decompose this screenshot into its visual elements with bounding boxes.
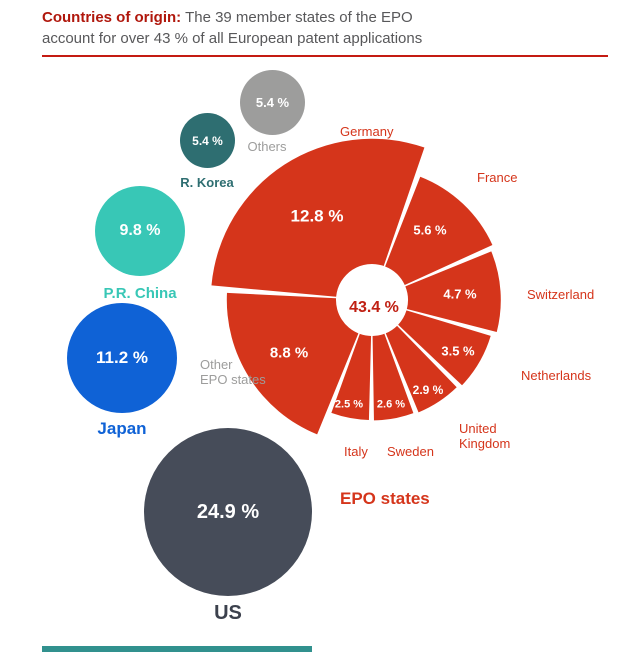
donut-segment-united-kingdom <box>385 325 457 413</box>
title-divider <box>42 55 608 57</box>
annotation-germany: Germany <box>340 124 394 139</box>
donut-value-italy: 2.5 % <box>334 398 364 411</box>
footer-accent-bar <box>42 646 312 652</box>
donut-value-other-epo: 8.8 % <box>269 344 309 362</box>
bubble-japan-label: Japan <box>97 419 147 438</box>
donut-segment-germany <box>211 138 425 297</box>
donut-center-total: 43.4 % <box>349 299 399 316</box>
donut-segment-other-epo-states <box>226 292 359 435</box>
donut-value-switzerland: 4.7 % <box>443 286 477 302</box>
bubble-r-korea: 5.4 % <box>180 113 235 168</box>
bubble-r-korea-value: 5.4 % <box>192 133 223 148</box>
bubble-us: 24.9 % <box>144 428 312 596</box>
donut-segment-italy <box>331 333 372 420</box>
chart-title-text: The 39 member states of the EPO account … <box>42 9 423 47</box>
bubble-us-label: US <box>214 602 242 624</box>
bubble-pr-china: 9.8 % <box>95 186 185 276</box>
annotation-other-epo-states: Other EPO states <box>200 357 266 387</box>
annotation-netherlands: Netherlands <box>521 368 592 383</box>
bubble-japan: 11.2 % <box>67 303 177 413</box>
donut-segment-sweden <box>372 333 414 421</box>
annotation-italy: Italy <box>344 444 368 459</box>
bubble-pr-china-label: P.R. China <box>103 285 177 302</box>
bubble-others-label: Others <box>247 139 287 154</box>
bubble-others: 5.4 % <box>240 70 305 135</box>
donut-value-germany: 12.8 % <box>290 206 344 226</box>
bubble-others-value: 5.4 % <box>255 95 290 110</box>
annotation-united-kingdom: United Kingdom <box>459 421 511 451</box>
bubble-us-value: 24.9 % <box>196 500 260 523</box>
annotation-switzerland: Switzerland <box>527 287 595 302</box>
donut-value-united-kingdom: 2.9 % <box>412 383 444 397</box>
donut-value-sweden: 2.6 % <box>376 398 406 411</box>
donut-segment-netherlands <box>398 310 491 386</box>
bubble-pr-china-value: 9.8 % <box>119 222 161 239</box>
annotation-sweden: Sweden <box>387 444 434 459</box>
donut-segment-switzerland <box>405 251 501 333</box>
bubble-r-korea-label: R. Korea <box>180 175 234 190</box>
bubble-japan-value: 11.2 % <box>96 348 148 367</box>
chart-title: Countries of origin: The 39 member state… <box>42 7 462 49</box>
epo-states-heading: EPO states <box>340 489 430 508</box>
donut-value-france: 5.6 % <box>413 222 447 238</box>
donut-segment-france <box>385 176 493 286</box>
chart-title-emphasis: Countries of origin: <box>42 9 182 26</box>
annotation-france: France <box>477 170 518 185</box>
donut-value-netherlands: 3.5 % <box>441 343 475 359</box>
